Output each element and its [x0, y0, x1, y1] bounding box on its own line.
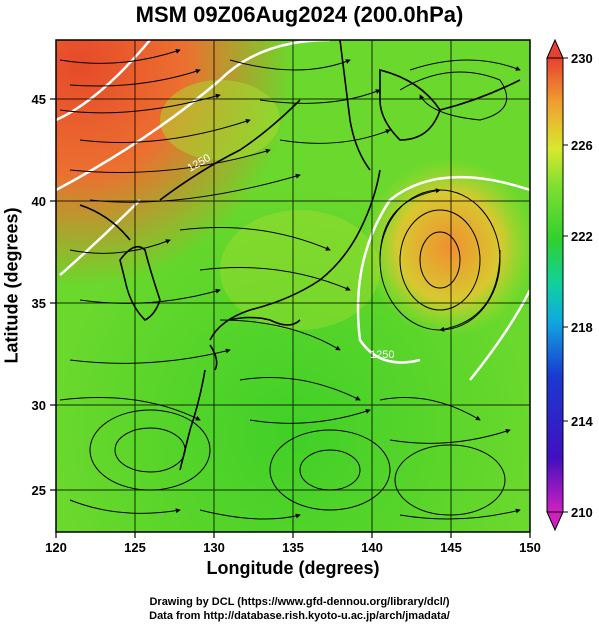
x-tick-label: 130	[203, 540, 225, 555]
y-tick-label: 25	[32, 483, 46, 498]
graticule	[56, 40, 530, 532]
x-tick-label: 140	[361, 540, 383, 555]
x-tick-label: 120	[45, 540, 67, 555]
contour-label: 1250	[370, 349, 394, 361]
x-tick-label: 150	[519, 540, 541, 555]
y-axis-label: Latitude (degrees)	[1, 207, 22, 364]
colorbar-tick-label: 222	[571, 229, 593, 244]
y-axis	[50, 98, 56, 491]
colorbar-tick-label: 230	[571, 51, 593, 66]
y-tick-label: 35	[32, 296, 46, 311]
x-tick-label: 145	[440, 540, 462, 555]
streamlines	[59, 48, 521, 520]
drawing-credit: Drawing by DCL (https://www.gfd-dennou.o…	[149, 596, 450, 608]
colorbar	[546, 38, 568, 532]
temperature-field	[56, 40, 530, 532]
x-axis	[55, 532, 531, 538]
x-tick-label: 135	[282, 540, 304, 555]
data-credit: Data from http://database.rish.kyoto-u.a…	[149, 610, 450, 622]
colorbar-tick-label: 214	[571, 414, 593, 429]
map-title: MSM 09Z06Aug2024 (200.0hPa)	[135, 2, 464, 27]
y-tick-label: 30	[32, 398, 46, 413]
x-axis-label: Longitude (degrees)	[206, 558, 380, 578]
y-tick-label: 45	[32, 92, 46, 107]
colorbar-tick-label: 210	[571, 505, 593, 520]
x-tick-label: 125	[124, 540, 146, 555]
y-tick-label: 40	[32, 194, 46, 209]
colorbar-tick-label: 226	[571, 138, 593, 153]
colorbar-tick-label: 218	[571, 320, 593, 335]
